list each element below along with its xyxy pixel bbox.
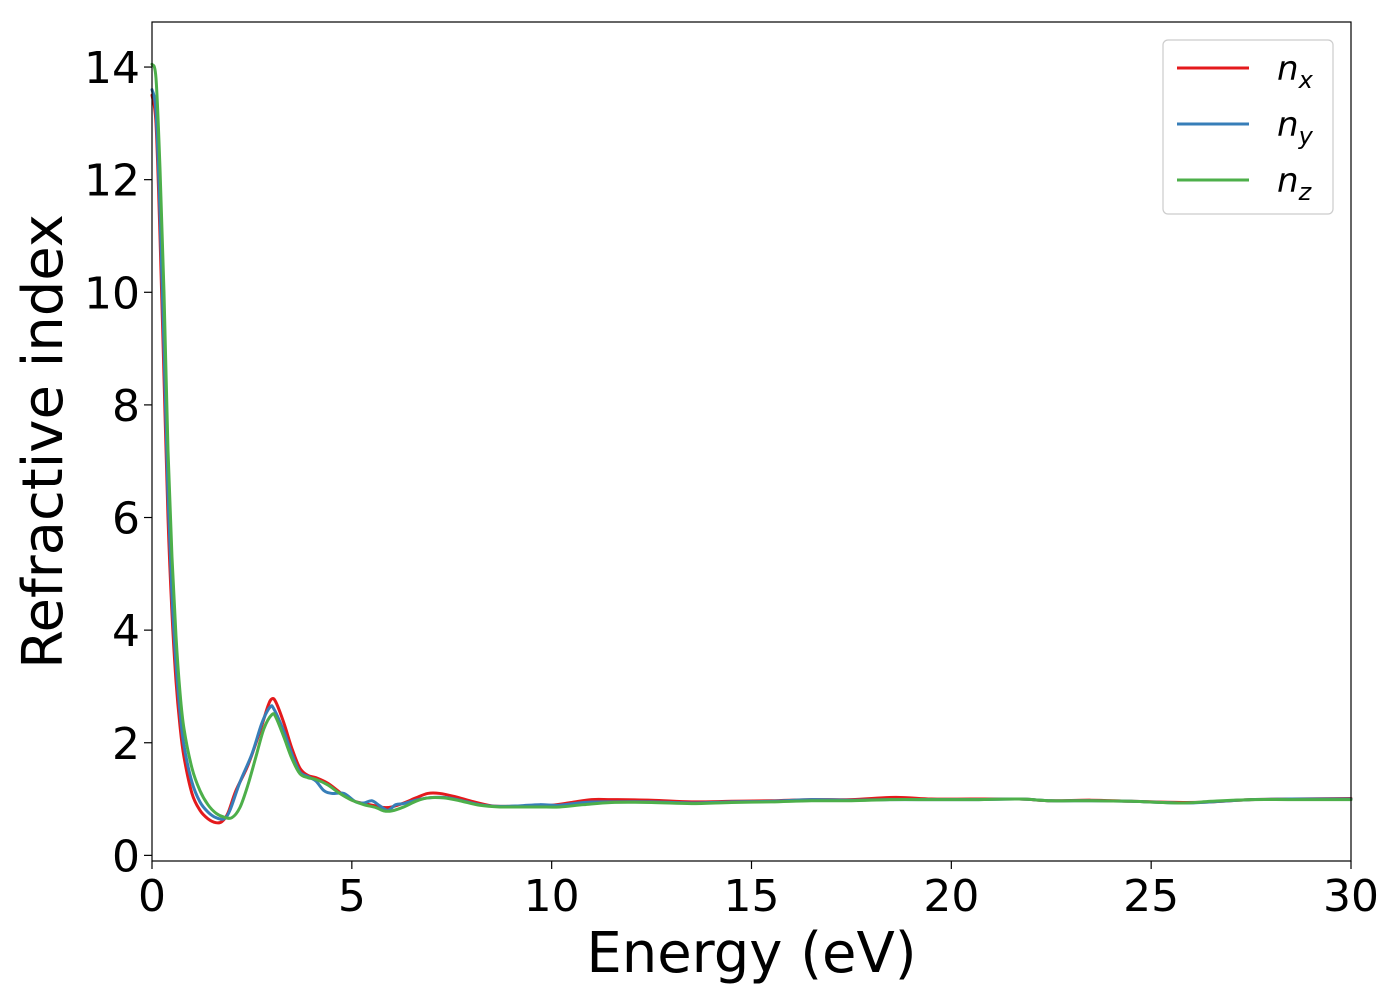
legend-label-base: n xyxy=(1277,161,1299,201)
x-tick-label: 25 xyxy=(1123,871,1179,922)
x-tick-label: 0 xyxy=(138,871,166,922)
legend-label-base: n xyxy=(1277,49,1299,89)
y-tick-label: 12 xyxy=(84,156,140,207)
legend-label-nz: nz xyxy=(1277,161,1313,206)
x-tick-label: 20 xyxy=(923,871,979,922)
x-tick-label: 30 xyxy=(1323,871,1379,922)
series-layer xyxy=(150,62,1353,825)
x-axis-label: Energy (eV) xyxy=(586,921,916,986)
legend-label-nx: nx xyxy=(1277,49,1314,94)
y-axis-label: Refractive index xyxy=(11,214,76,669)
y-tick-label: 14 xyxy=(84,43,140,94)
y-tick-label: 6 xyxy=(112,494,140,545)
x-tick-label: 10 xyxy=(524,871,580,922)
x-tick-label: 15 xyxy=(724,871,780,922)
x-axis-ticks: 0 5 10 15 20 25 30 xyxy=(138,861,1379,922)
legend-label-subscript: z xyxy=(1298,178,1313,206)
y-axis-ticks: 0 2 4 6 8 10 12 14 xyxy=(84,43,152,882)
legend-label-subscript: y xyxy=(1298,122,1314,150)
legend-label-ny: ny xyxy=(1277,105,1314,150)
y-tick-label: 10 xyxy=(84,268,140,319)
legend-label-base: n xyxy=(1277,105,1299,145)
x-tick-label: 5 xyxy=(338,871,366,922)
y-tick-label: 4 xyxy=(112,606,140,657)
legend-box xyxy=(1162,39,1334,215)
series-line-nz xyxy=(150,62,1353,820)
y-tick-label: 0 xyxy=(112,831,140,882)
legend-label-subscript: x xyxy=(1298,66,1314,94)
y-tick-label: 2 xyxy=(112,719,140,770)
y-tick-label: 8 xyxy=(112,381,140,432)
